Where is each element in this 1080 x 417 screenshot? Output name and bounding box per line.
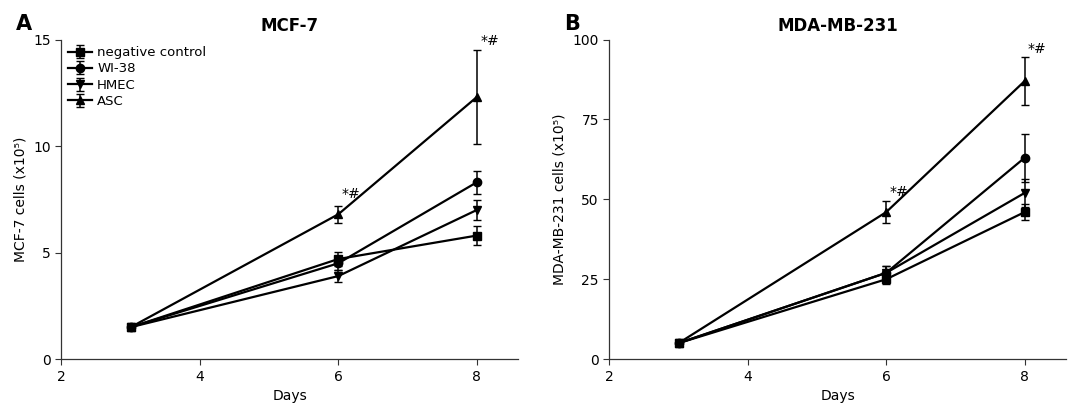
- Text: A: A: [16, 14, 32, 34]
- Y-axis label: MDA-MB-231 cells (x10⁵): MDA-MB-231 cells (x10⁵): [553, 113, 567, 285]
- Text: B: B: [564, 14, 580, 34]
- Title: MCF-7: MCF-7: [260, 17, 319, 35]
- X-axis label: Days: Days: [272, 389, 307, 403]
- X-axis label: Days: Days: [821, 389, 855, 403]
- Text: *#: *#: [890, 186, 908, 199]
- Title: MDA-MB-231: MDA-MB-231: [778, 17, 899, 35]
- Text: *#: *#: [481, 34, 499, 48]
- Text: *#: *#: [1028, 42, 1047, 55]
- Legend: negative control, WI-38, HMEC, ASC: negative control, WI-38, HMEC, ASC: [66, 43, 208, 111]
- Text: *#: *#: [341, 188, 361, 201]
- Y-axis label: MCF-7 cells (x10⁵): MCF-7 cells (x10⁵): [14, 137, 28, 262]
